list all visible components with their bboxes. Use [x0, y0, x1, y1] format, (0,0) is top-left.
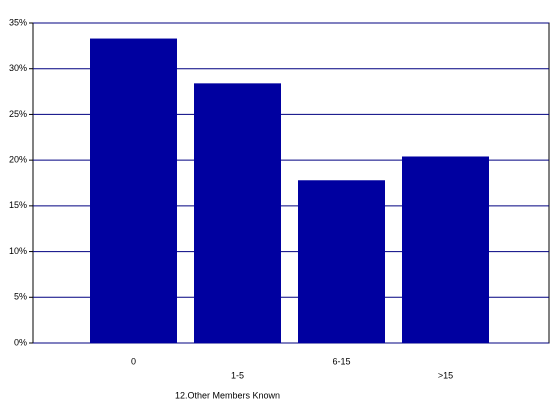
- y-tick-label: 5%: [14, 292, 27, 302]
- y-tick-label: 10%: [9, 246, 27, 256]
- y-tick-label: 0%: [14, 337, 27, 347]
- y-tick-label: 35%: [9, 17, 27, 27]
- x-tick-label: 0: [131, 356, 136, 366]
- bar: [194, 83, 281, 343]
- bar: [298, 180, 385, 343]
- bar: [402, 156, 489, 343]
- y-tick-label: 20%: [9, 155, 27, 165]
- bar: [90, 38, 177, 344]
- x-tick-label: >15: [438, 370, 453, 380]
- y-tick-label: 25%: [9, 109, 27, 119]
- y-tick-label: 30%: [9, 63, 27, 73]
- y-tick-label: 15%: [9, 200, 27, 210]
- x-tick-label: 6-15: [332, 356, 350, 366]
- x-axis-title: 12.Other Members Known: [175, 390, 280, 400]
- x-tick-label: 1-5: [231, 370, 244, 380]
